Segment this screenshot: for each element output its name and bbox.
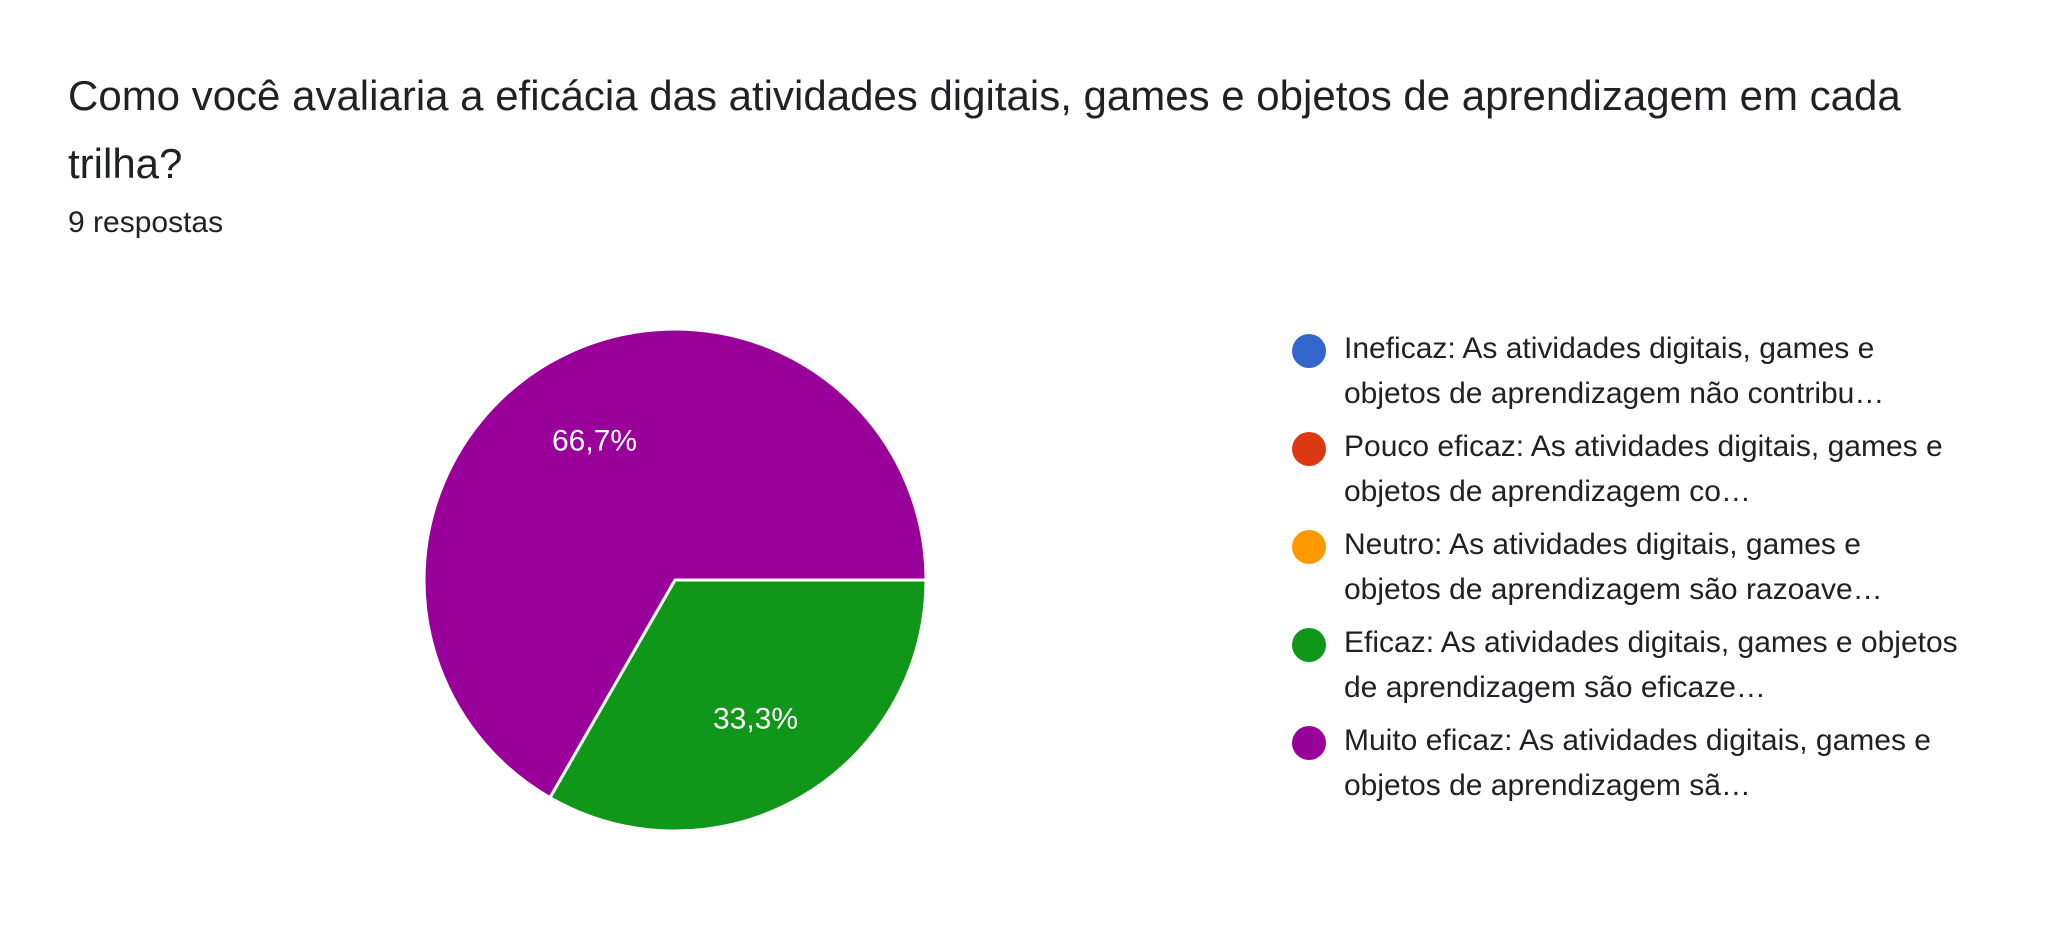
slice-label-eficaz: 33,3% bbox=[713, 703, 798, 736]
legend-swatch-eficaz bbox=[1292, 628, 1326, 662]
legend-label-neutro: Neutro: As atividades digitais, games e … bbox=[1344, 528, 1883, 606]
legend-item-ineficaz[interactable]: Ineficaz: As atividades digitais, games … bbox=[1292, 326, 2012, 424]
slice-label-muito-eficaz: 66,7% bbox=[552, 425, 637, 458]
legend-item-pouco-eficaz[interactable]: Pouco eficaz: As atividades digitais, ga… bbox=[1292, 424, 2012, 522]
response-count: 9 respostas bbox=[68, 206, 224, 239]
pie-slices bbox=[422, 327, 928, 833]
question-title: Como você avaliaria a eficácia das ativi… bbox=[68, 72, 1901, 187]
legend-label-pouco-eficaz: Pouco eficaz: As atividades digitais, ga… bbox=[1344, 430, 1943, 508]
pie-labels: 33,3% 66,7% bbox=[552, 425, 798, 736]
legend-label-eficaz: Eficaz: As atividades digitais, games e … bbox=[1344, 626, 1958, 704]
legend-swatch-ineficaz bbox=[1292, 334, 1326, 368]
chart-legend: Ineficaz: As atividades digitais, games … bbox=[1292, 326, 2012, 816]
legend-item-muito-eficaz[interactable]: Muito eficaz: As atividades digitais, ga… bbox=[1292, 718, 2012, 816]
legend-label-ineficaz: Ineficaz: As atividades digitais, games … bbox=[1344, 332, 1885, 410]
legend-label-muito-eficaz: Muito eficaz: As atividades digitais, ga… bbox=[1344, 724, 1931, 802]
legend-swatch-pouco-eficaz bbox=[1292, 432, 1326, 466]
legend-item-neutro[interactable]: Neutro: As atividades digitais, games e … bbox=[1292, 522, 2012, 620]
legend-swatch-muito-eficaz bbox=[1292, 726, 1326, 760]
legend-swatch-neutro bbox=[1292, 530, 1326, 564]
legend-item-eficaz[interactable]: Eficaz: As atividades digitais, games e … bbox=[1292, 620, 2012, 718]
pie-slice-eficaz[interactable] bbox=[548, 578, 928, 833]
pie-slice-muito-eficaz[interactable] bbox=[422, 327, 928, 800]
